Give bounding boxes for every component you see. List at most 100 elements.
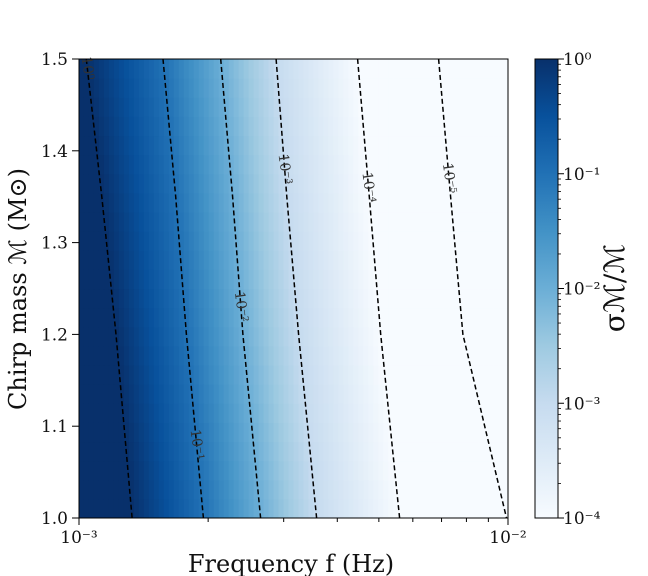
heatmap-cell [378,307,384,328]
heatmap-cell [478,78,484,98]
heatmap-cell [363,250,369,270]
heatmap-cell [418,173,424,194]
heatmap-cell [113,403,120,423]
heatmap-cell [163,78,170,98]
contour-label: 10⁻³ [275,153,295,186]
heatmap-cell [333,403,339,423]
heatmap-cell [283,173,290,194]
heatmap-cell [453,212,459,232]
heatmap-cell [178,498,185,518]
heatmap-cell [198,384,205,404]
heatmap-cell [243,59,250,79]
heatmap-cell [98,78,105,98]
heatmap-cell [123,212,130,232]
heatmap-cell [403,460,409,481]
heatmap-cell [318,365,325,385]
plot-frame [78,58,509,519]
heatmap-cell [98,384,105,404]
heatmap-cell [393,288,399,309]
heatmap-cell [83,479,90,500]
heatmap-cell [228,97,235,117]
heatmap-cell [183,212,190,232]
heatmap-cell [408,231,414,251]
heatmap-cell [398,498,404,518]
heatmap-cell [308,288,315,309]
heatmap-cell [158,269,165,290]
heatmap-cell [383,288,389,309]
heatmap-cell [328,326,335,347]
heatmap-cell [208,173,215,194]
heatmap-cell [398,403,404,423]
heatmap-cell [123,231,130,251]
heatmap-cell [268,441,275,462]
heatmap-cell [333,326,339,347]
heatmap-cell [283,59,290,79]
heatmap-cell [188,307,195,328]
heatmap-cell [413,365,419,385]
heatmap-cell [323,403,330,423]
heatmap-cell [383,441,389,462]
heatmap-cell [243,173,250,194]
heatmap-cell [443,231,449,251]
heatmap-cell [128,326,135,347]
heatmap-cell [168,250,175,270]
heatmap-cell [363,384,369,404]
heatmap-cell [503,154,508,175]
heatmap-cell [253,212,260,232]
heatmap-cell [343,498,349,518]
heatmap-cell [293,441,300,462]
heatmap-cell [433,307,439,328]
contour-line [356,59,401,518]
heatmap-cell [318,116,325,137]
heatmap-cell [113,116,120,137]
heatmap-cell [158,154,165,175]
heatmap-cell [423,97,429,117]
heatmap-cell [88,345,95,366]
heatmap-cell [493,365,499,385]
heatmap-cell [363,422,369,443]
heatmap-cell [463,479,469,500]
heatmap-cell [153,269,160,290]
heatmap-cell [188,441,195,462]
heatmap-cell [113,250,120,270]
heatmap-cell [273,173,280,194]
heatmap-cell [313,250,320,270]
heatmap-cell [428,345,434,366]
heatmap-cell [83,78,90,98]
heatmap-cell [128,365,135,385]
heatmap-cell [378,365,384,385]
heatmap-cell [413,479,419,500]
heatmap-cell [383,498,389,518]
heatmap-cell [283,116,290,137]
heatmap-cell [418,441,424,462]
heatmap-cell [193,403,200,423]
heatmap-cell [148,116,155,137]
heatmap-cell [448,250,454,270]
heatmap-cell [173,154,180,175]
heatmap-cell [198,59,205,79]
heatmap-cell [358,78,364,98]
heatmap-cell [488,212,494,232]
heatmap-cell [163,97,170,117]
heatmap-cell [188,479,195,500]
heatmap-cell [233,212,240,232]
heatmap-cell [408,345,414,366]
heatmap-cell [483,250,489,270]
heatmap-cell [498,59,504,79]
heatmap-cell [123,78,130,98]
heatmap-cell [258,307,265,328]
heatmap-cell [79,116,85,137]
heatmap-cell [213,59,220,79]
heatmap-cell [203,231,210,251]
heatmap-cell [268,326,275,347]
heatmap-cell [498,192,504,213]
heatmap-cell [163,116,170,137]
heatmap-cell [338,307,344,328]
heatmap-cell [108,498,115,518]
heatmap-cell [423,250,429,270]
heatmap-cell [423,135,429,156]
heatmap-cell [478,231,484,251]
heatmap-cell [423,78,429,98]
heatmap-cell [343,403,349,423]
heatmap-cell [83,403,90,423]
